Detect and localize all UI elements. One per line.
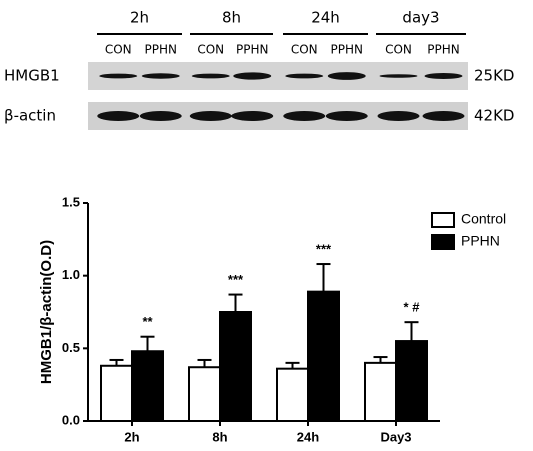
band: [379, 74, 418, 78]
size-label: 42KD: [474, 107, 514, 125]
band: [189, 111, 232, 121]
bar: [276, 367, 309, 422]
bar: [100, 364, 133, 423]
band: [191, 73, 230, 79]
band: [99, 73, 138, 79]
bar: [364, 361, 397, 423]
legend-swatch: [431, 212, 455, 228]
band: [325, 111, 368, 121]
y-tick-label: 1.0: [62, 267, 80, 282]
bar: [307, 290, 340, 422]
legend-label: PPHN: [461, 233, 500, 249]
time-label: 24h: [311, 9, 340, 27]
size-label: 25KD: [474, 67, 514, 85]
legend-swatch: [431, 234, 455, 250]
band: [233, 72, 272, 80]
lane-label: CON: [291, 43, 318, 57]
band: [231, 111, 274, 121]
y-tick-label: 0.5: [62, 340, 80, 355]
x-tick-label: Day3: [380, 429, 411, 444]
significance-label: ***: [316, 241, 332, 256]
bar: [395, 340, 428, 423]
band: [285, 73, 324, 79]
row-label: HMGB1: [4, 67, 60, 85]
y-tick-label: 0.0: [62, 412, 80, 427]
time-label: 8h: [222, 9, 241, 27]
significance-label: **: [142, 314, 153, 329]
bar-chart: 0.0 0.5 1.0 1.5 HMGB1/β-actin(O.D) 2h ** 8h *** 2…: [38, 194, 506, 444]
y-tick-label: 1.5: [62, 194, 80, 209]
legend-label: Control: [461, 211, 506, 227]
lane-label: PPHN: [331, 43, 363, 57]
lane-label: CON: [105, 43, 132, 57]
y-axis-label: HMGB1/β-actin(O.D): [38, 240, 55, 384]
bar: [188, 366, 221, 422]
lane-label: CON: [197, 43, 224, 57]
bar: [219, 311, 252, 422]
x-tick-label: 8h: [212, 429, 227, 444]
x-tick-label: 24h: [297, 429, 319, 444]
band: [377, 111, 420, 121]
western-blot: 2h CON PPHN 8h CON PPHN 24h CON PPHN day3 CON PPHN H…: [4, 9, 514, 130]
band: [283, 111, 326, 121]
time-label: day3: [402, 9, 439, 27]
band: [141, 73, 180, 79]
significance-label: * #: [404, 300, 421, 315]
lane-label: PPHN: [236, 43, 268, 57]
time-label: 2h: [130, 9, 149, 27]
lane-label: PPHN: [427, 43, 459, 57]
lane-label: CON: [385, 43, 412, 57]
band: [424, 73, 463, 79]
band: [139, 111, 182, 121]
band: [327, 72, 366, 80]
x-tick-label: 2h: [124, 429, 139, 444]
lane-label: PPHN: [145, 43, 177, 57]
significance-label: ***: [228, 272, 244, 287]
band: [422, 111, 465, 121]
row-label: β-actin: [4, 107, 56, 125]
bar: [131, 350, 164, 422]
band: [97, 111, 140, 121]
